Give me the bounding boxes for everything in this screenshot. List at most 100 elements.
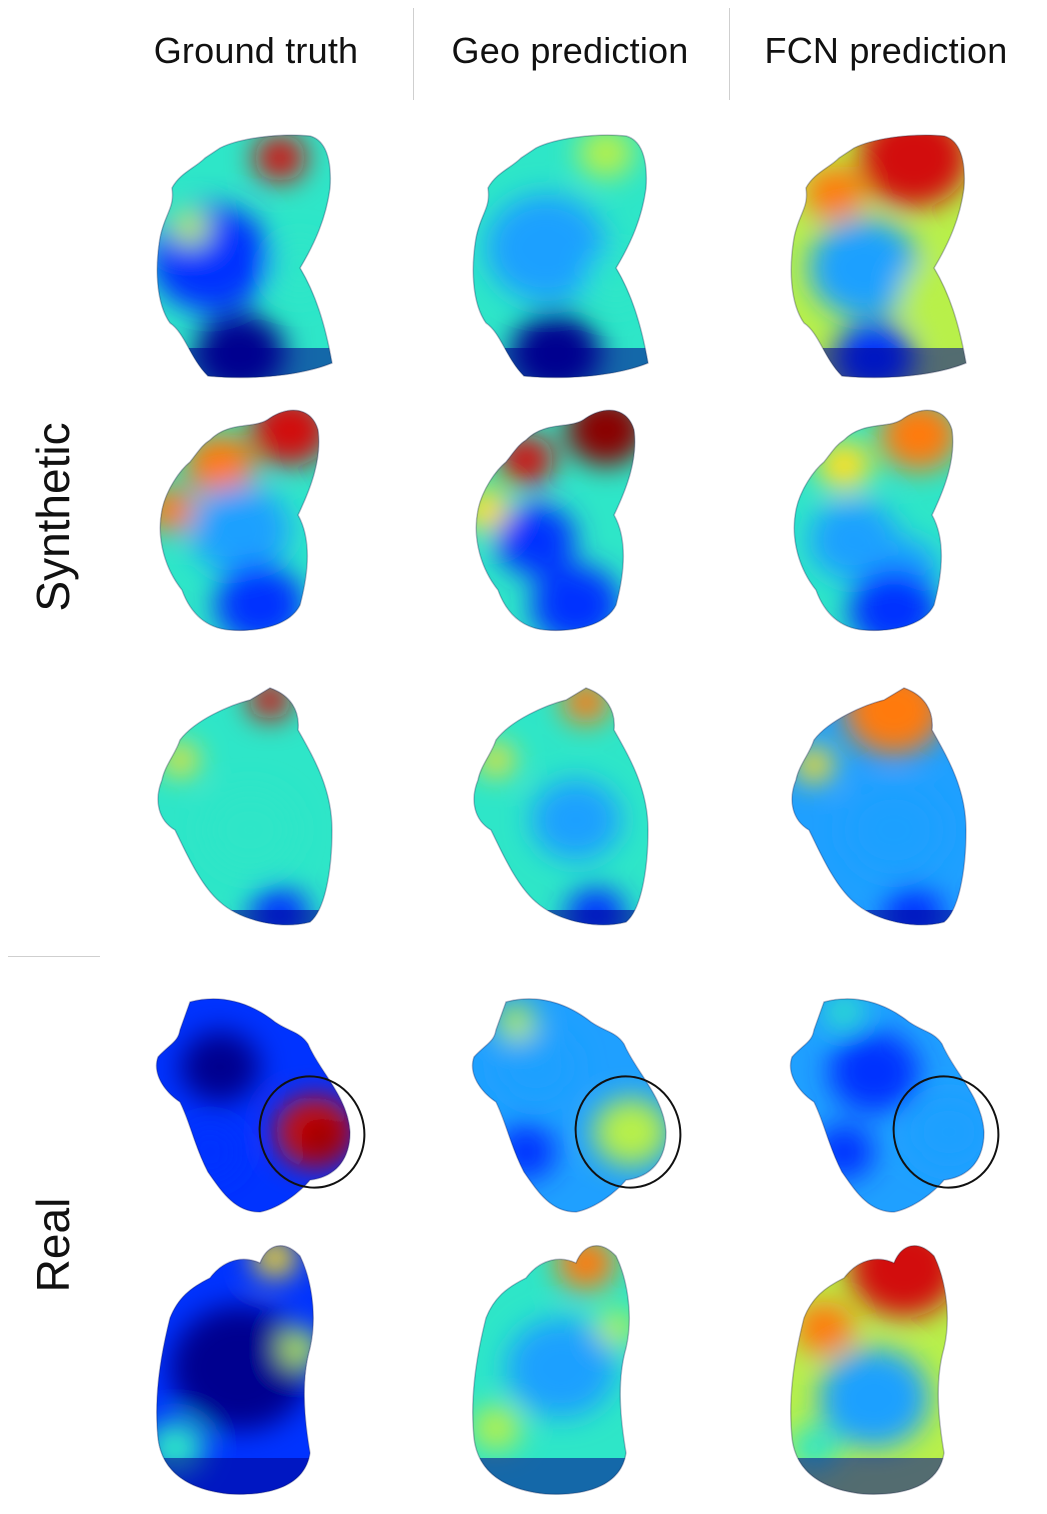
heatmap-surface (789, 998, 1000, 1213)
heat-region (556, 1245, 616, 1290)
heat-region (170, 1305, 310, 1431)
heatmap-surface (471, 998, 682, 1213)
heatmap-surface (156, 1245, 315, 1495)
heart-mesh-render (784, 680, 984, 950)
heat-region (185, 433, 255, 497)
annotation-circle (574, 1075, 682, 1189)
heat-region (215, 564, 305, 631)
heat-region (300, 1119, 340, 1155)
heat-region (162, 743, 198, 777)
bottom-shading (794, 630, 953, 631)
mesh-outline (157, 687, 333, 926)
mesh-outline (790, 134, 967, 379)
heat-region (794, 747, 834, 783)
heat-region (180, 1031, 260, 1103)
heat-region (596, 1310, 630, 1346)
bottom-shading (792, 910, 966, 925)
heat-region (496, 1004, 536, 1040)
group-divider (8, 956, 100, 957)
mesh-outline (789, 998, 985, 1213)
heat-region (180, 1125, 240, 1179)
heat-region (816, 439, 872, 491)
heart-mesh-render (466, 400, 666, 670)
heat-region (478, 743, 514, 777)
heat-region (476, 487, 511, 533)
heat-region (160, 487, 195, 533)
annotation-circle (258, 1075, 366, 1189)
heat-region (844, 785, 944, 875)
heat-region (578, 135, 634, 179)
heatmap-surface (791, 687, 967, 926)
column-header-fcn-prediction: FCN prediction (764, 30, 1008, 71)
mesh-outline (159, 409, 320, 632)
heat-region (496, 504, 576, 576)
heart-mesh-render (466, 118, 666, 388)
heart-mesh-render (784, 1228, 984, 1498)
heart-mesh-render (466, 680, 666, 950)
heatmap-surface (475, 409, 636, 632)
heat-region (280, 1330, 314, 1366)
heat-region (531, 779, 621, 861)
bottom-shading (474, 910, 648, 925)
row-group-label-real: Real (27, 1197, 79, 1293)
heatmap-surface (472, 134, 649, 379)
mesh-outline (156, 1245, 315, 1495)
heatmap-surface (157, 687, 333, 926)
heart-mesh-render (466, 982, 682, 1252)
heatmap-surface (155, 998, 366, 1213)
bottom-shading (160, 630, 319, 631)
heatmap-surface (156, 134, 333, 379)
heat-region (909, 1096, 984, 1168)
heat-region (593, 1097, 666, 1167)
heat-region (794, 1301, 854, 1355)
heat-region (205, 789, 295, 871)
bottom-shading (476, 630, 635, 631)
heart-mesh-render (150, 118, 350, 388)
heat-region (849, 569, 939, 631)
heart-mesh-render (150, 1228, 350, 1498)
heat-region (170, 210, 210, 246)
heat-region (506, 1318, 616, 1418)
heat-region (814, 1125, 874, 1179)
heat-region (496, 1031, 576, 1103)
mesh-outline (475, 409, 636, 632)
heat-region (157, 204, 270, 312)
heat-region (819, 1348, 929, 1448)
column-header-ground-truth: Ground truth (153, 30, 359, 71)
heat-region (472, 1405, 521, 1451)
heat-region (496, 1125, 556, 1179)
heart-mesh-render (784, 400, 984, 670)
bottom-shading (158, 910, 332, 925)
heat-region (844, 688, 944, 755)
mesh-outline (155, 998, 351, 1213)
heat-region (254, 135, 306, 182)
heart-mesh-render (784, 118, 984, 388)
heat-region (586, 251, 646, 305)
heatmap-surface (790, 1245, 949, 1495)
heatmap-surface (159, 409, 320, 632)
column-header-geo-prediction: Geo prediction (451, 30, 689, 71)
column-divider (729, 8, 730, 100)
heat-region (829, 1031, 919, 1113)
heart-mesh-render (784, 982, 1000, 1252)
row-group-label-synthetic: Synthetic (27, 422, 79, 612)
column-divider (413, 8, 414, 100)
mesh-outline (793, 409, 954, 632)
mesh-outline (791, 687, 967, 926)
heart-mesh-render (150, 680, 350, 950)
heat-region (824, 998, 864, 1030)
heat-region (879, 410, 953, 471)
mesh-outline (156, 134, 333, 379)
heat-region (849, 1245, 948, 1318)
heatmap-surface (793, 409, 954, 632)
mesh-outline (473, 687, 649, 926)
heat-region (190, 485, 290, 575)
heat-region (248, 688, 292, 720)
heatmap-surface (472, 1245, 631, 1495)
annotation-circle (892, 1075, 1000, 1189)
heart-mesh-render (150, 400, 350, 670)
heat-region (804, 166, 864, 220)
mesh-outline (472, 1245, 631, 1495)
heatmap-surface (473, 687, 649, 926)
heat-region (498, 434, 554, 486)
